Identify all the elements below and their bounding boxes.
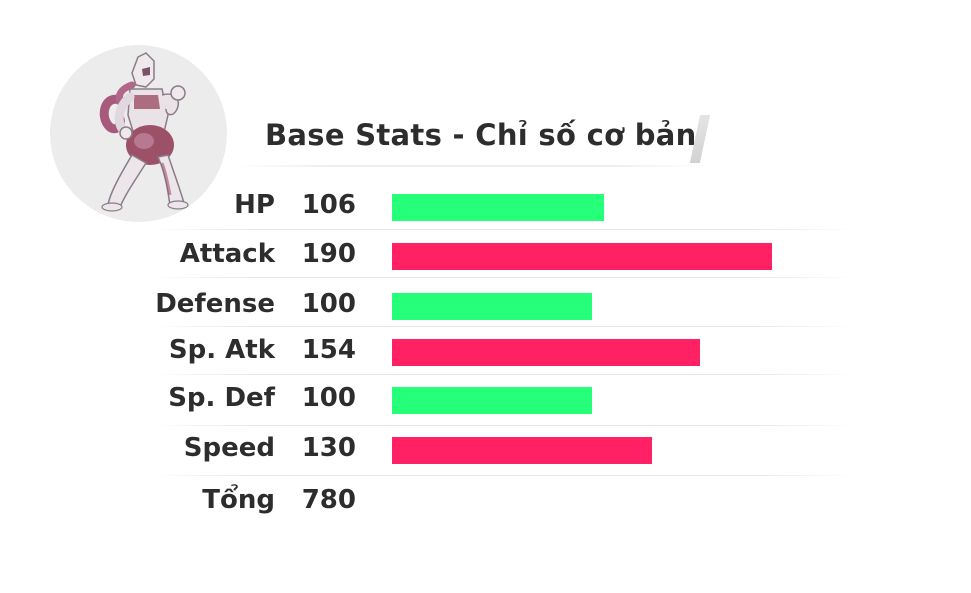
total-value: 780 [301,485,356,515]
title-underline [235,165,705,167]
pokemon-avatar [50,45,227,222]
stat-value: 130 [301,433,356,463]
chart-title: Base Stats - Chỉ số cơ bản [265,118,697,152]
stat-bar [392,293,592,320]
row-divider [150,326,855,327]
stat-bar [392,437,652,464]
stat-row: Speed 130 [0,425,971,473]
stat-bar [392,339,700,366]
stat-label: Speed [183,433,275,463]
stat-label: Attack [179,239,275,269]
stat-value: 154 [301,335,356,365]
stat-bar [392,194,604,221]
stat-row: Defense 100 [0,281,971,329]
stat-row: Attack 190 [0,231,971,279]
stat-value: 106 [301,190,356,220]
stat-value: 190 [301,239,356,269]
stat-bar [392,387,592,414]
stat-value: 100 [301,289,356,319]
stat-label: Sp. Atk [168,335,275,365]
total-row: Tổng 780 [0,477,971,525]
row-divider [150,475,855,476]
stat-value: 100 [301,383,356,413]
stat-row: Sp. Def 100 [0,375,971,423]
total-label: Tổng [202,485,275,515]
row-divider [150,374,855,375]
row-divider [150,229,855,230]
stat-bar [392,243,772,270]
stat-label: HP [234,190,275,220]
pokemon-sprite-icon [99,52,189,212]
stat-label: Sp. Def [168,383,275,413]
stat-row: HP 106 [0,182,971,230]
row-divider [150,277,855,278]
stat-row: Sp. Atk 154 [0,327,971,375]
row-divider [150,425,855,426]
stat-label: Defense [155,289,275,319]
